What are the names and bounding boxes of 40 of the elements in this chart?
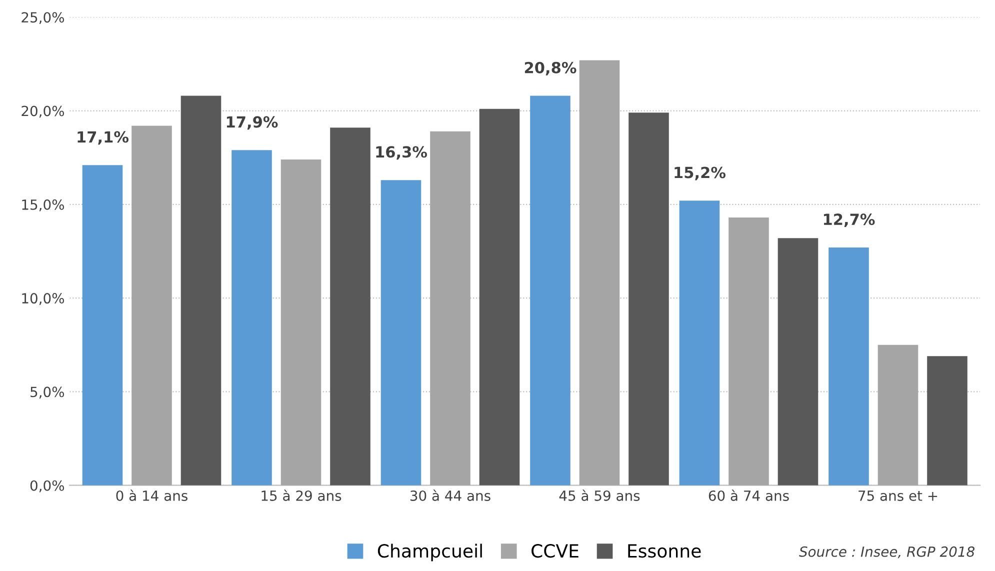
data-label: 12,7% [824, 214, 875, 228]
bar [579, 60, 620, 486]
bar [280, 159, 322, 486]
x-tick-label: 45 à 59 ans [559, 490, 640, 501]
bar [380, 180, 422, 486]
data-label: 16,3% [376, 146, 427, 160]
bar [828, 247, 869, 486]
bar [430, 131, 470, 486]
legend-label: Champcueil [378, 544, 482, 562]
y-tick-label: 5,0% [30, 386, 64, 399]
bar [927, 356, 968, 486]
x-tick-label: 0 à 14 ans [116, 490, 188, 501]
bar [232, 150, 272, 486]
bar [479, 108, 520, 486]
x-tick-label: 30 à 44 ans [410, 490, 490, 501]
y-tick-label: 25,0% [22, 12, 64, 24]
y-tick-label: 15,0% [22, 199, 64, 212]
bar [330, 128, 370, 486]
bar [778, 238, 818, 486]
bar [728, 218, 769, 486]
bar [530, 96, 570, 486]
legend-label: Essonne [628, 544, 701, 558]
bar [679, 200, 720, 486]
bar [628, 112, 669, 486]
y-tick-label: 0,0% [30, 480, 64, 492]
y-tick-label: 10,0% [22, 293, 64, 305]
legend-label: CCVE [532, 544, 578, 558]
x-tick-label: 75 ans et + [858, 490, 938, 501]
source-note: Source : Insee, RGP 2018 [799, 546, 974, 558]
y-tick-label: 20,0% [22, 106, 64, 118]
data-label: 17,9% [226, 116, 278, 130]
bar [82, 165, 123, 486]
bar [878, 344, 918, 486]
bar [180, 96, 222, 486]
bar [132, 126, 172, 486]
x-tick-label: 15 à 29 ans [262, 490, 342, 501]
data-label: 17,1% [78, 131, 128, 145]
data-label: 20,8% [524, 62, 576, 76]
x-tick-label: 60 à 74 ans [708, 490, 789, 501]
data-label: 15,2% [674, 166, 726, 180]
